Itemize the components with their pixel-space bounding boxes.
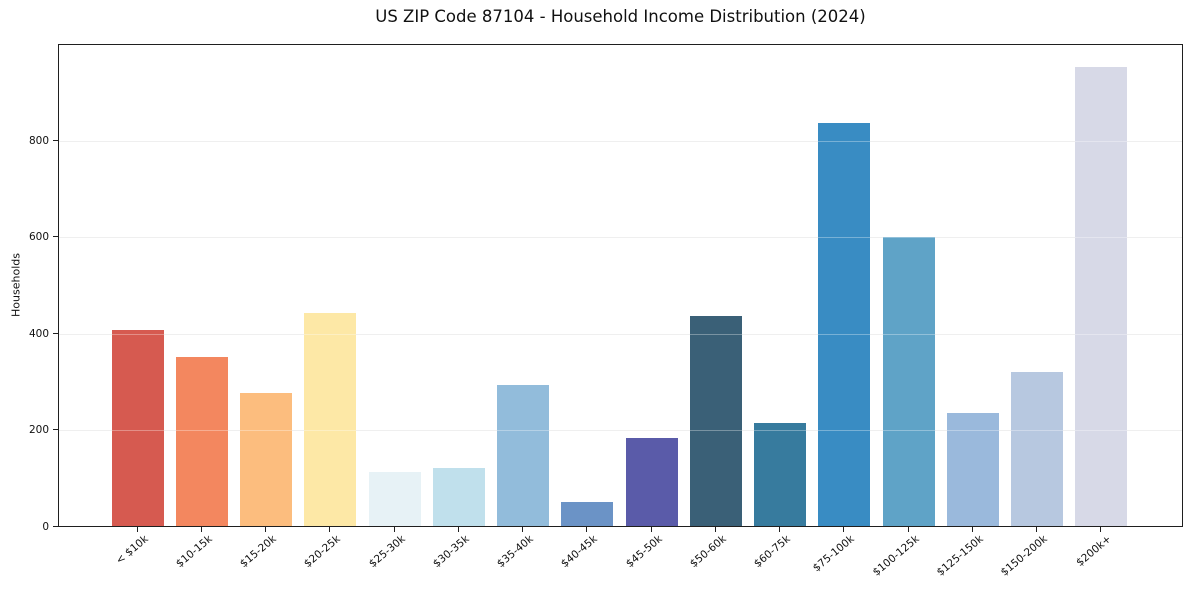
y-tick-label-600: 600 — [28, 231, 49, 244]
gridline-overlay-800 — [59, 140, 1182, 142]
bar-15 — [1011, 372, 1063, 526]
x-tick-mark-8 — [586, 527, 588, 532]
x-tick-mark-13 — [907, 527, 909, 532]
bar-7 — [497, 384, 549, 526]
gridline-overlay-400 — [59, 333, 1182, 335]
gridline-overlay-600 — [59, 237, 1182, 239]
y-tick-mark-400 — [53, 332, 58, 334]
bar-3 — [240, 393, 292, 526]
gridline-overlay-200 — [59, 430, 1182, 432]
bar-6 — [432, 468, 485, 526]
y-tick-mark-0 — [53, 526, 58, 527]
bar-11 — [754, 422, 806, 526]
x-tick-mark-14 — [971, 527, 973, 532]
plot-area — [58, 44, 1183, 527]
x-tick-mark-7 — [522, 527, 523, 532]
x-tick-mark-1 — [136, 527, 138, 532]
bar-2 — [175, 356, 228, 526]
bar-10 — [689, 315, 742, 526]
y-tick-label-200: 200 — [28, 424, 49, 437]
gridline-600 — [59, 237, 1182, 239]
x-tick-mark-9 — [650, 527, 652, 532]
y-tick-mark-600 — [53, 236, 58, 238]
y-tick-label-0: 0 — [42, 521, 49, 533]
x-tick-mark-4 — [329, 527, 331, 532]
y-tick-label-400: 400 — [28, 327, 49, 340]
bar-5 — [368, 471, 421, 526]
bar-12 — [818, 122, 871, 526]
bar-1 — [111, 330, 164, 526]
x-tick-mark-12 — [843, 527, 845, 532]
x-tick-mark-5 — [393, 527, 395, 532]
bar-16 — [1075, 67, 1128, 526]
x-tick-mark-2 — [200, 527, 202, 532]
x-tick-mark-10 — [714, 527, 716, 532]
bar-13 — [882, 237, 935, 526]
gridline-200 — [59, 430, 1182, 432]
bar-9 — [625, 438, 678, 526]
bar-14 — [946, 412, 999, 526]
y-axis-label: Households — [9, 253, 23, 317]
y-tick-mark-200 — [53, 429, 58, 431]
x-tick-label-1: < $10k — [113, 533, 151, 567]
gridline-800 — [59, 140, 1182, 142]
x-tick-mark-3 — [265, 527, 266, 532]
chart-title: US ZIP Code 87104 - Household Income Dis… — [375, 7, 866, 26]
x-tick-mark-11 — [779, 527, 780, 532]
y-tick-mark-800 — [53, 139, 58, 141]
gridline-400 — [59, 333, 1182, 335]
x-tick-mark-15 — [1036, 527, 1037, 532]
bar-8 — [561, 501, 614, 526]
bar-4 — [304, 313, 357, 526]
x-tick-mark-6 — [457, 527, 459, 532]
x-tick-mark-16 — [1100, 527, 1102, 532]
y-tick-label-800: 800 — [28, 134, 49, 147]
